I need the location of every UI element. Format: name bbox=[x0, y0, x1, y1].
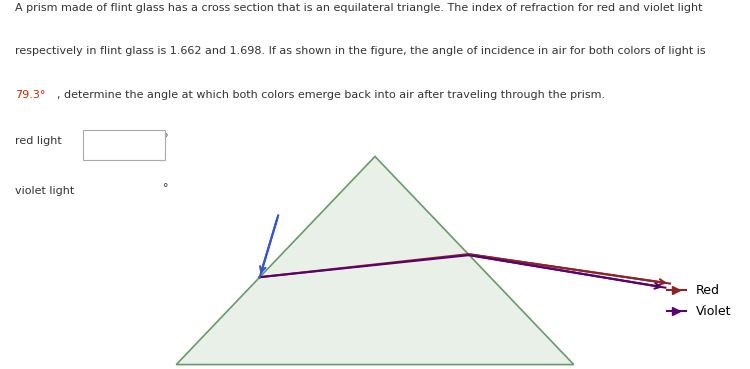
Text: °: ° bbox=[164, 183, 169, 193]
Text: , determine the angle at which both colors emerge back into air after traveling : , determine the angle at which both colo… bbox=[57, 90, 605, 100]
Text: respectively in flint glass is 1.662 and 1.698. If as shown in the figure, the a: respectively in flint glass is 1.662 and… bbox=[15, 46, 706, 56]
Polygon shape bbox=[176, 156, 574, 365]
Text: A prism made of flint glass has a cross section that is an equilateral triangle.: A prism made of flint glass has a cross … bbox=[15, 3, 703, 13]
Text: °: ° bbox=[164, 133, 169, 143]
Text: violet light: violet light bbox=[15, 186, 74, 196]
Text: 79.3°: 79.3° bbox=[15, 90, 45, 100]
Legend: Red, Violet: Red, Violet bbox=[662, 279, 736, 323]
Text: red light: red light bbox=[15, 136, 62, 146]
FancyBboxPatch shape bbox=[82, 130, 165, 160]
FancyBboxPatch shape bbox=[82, 180, 165, 210]
